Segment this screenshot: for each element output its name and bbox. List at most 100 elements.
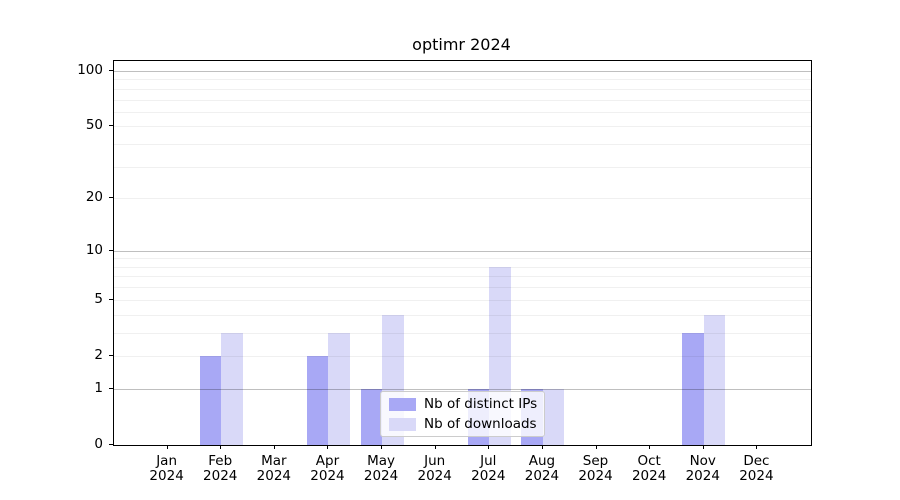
y-gridline-minor: [114, 166, 811, 168]
x-tick-label: Jan 2024: [135, 454, 199, 484]
bar-downloads: [221, 332, 243, 445]
x-tick-year: 2024: [310, 468, 345, 484]
chart-title: optimr 2024: [412, 35, 511, 54]
x-tick-month: Oct: [637, 453, 661, 469]
x-tick-year: 2024: [417, 468, 452, 484]
y-gridline-minor: [114, 126, 811, 128]
x-tick-month: Jan: [156, 453, 178, 469]
x-tick-mark: [488, 445, 490, 449]
y-gridline-minor: [114, 99, 811, 101]
x-tick-month: Aug: [528, 453, 556, 469]
plot-area: [113, 60, 812, 446]
x-tick-year: 2024: [256, 468, 292, 484]
x-tick-month: Feb: [208, 453, 233, 469]
legend-item: Nb of downloads: [389, 415, 537, 432]
x-tick-year: 2024: [203, 468, 238, 484]
bar-downloads: [542, 388, 565, 445]
x-tick-label: Feb 2024: [188, 454, 252, 484]
y-tick-label: 10: [85, 241, 103, 258]
y-gridline-minor: [114, 258, 811, 260]
x-tick-month: May: [367, 453, 396, 469]
y-gridline-minor: [114, 355, 811, 357]
x-tick-label: Dec 2024: [724, 454, 788, 484]
x-tick-label: Sep 2024: [564, 454, 628, 484]
x-tick-year: 2024: [471, 468, 506, 484]
x-tick-month: Jul: [480, 453, 497, 469]
bar-downloads: [328, 332, 350, 445]
y-tick-mark: [109, 444, 113, 445]
x-tick-label: Apr 2024: [295, 454, 359, 484]
x-tick-year: 2024: [685, 468, 720, 484]
y-gridline-minor: [114, 88, 811, 90]
x-tick-month: Dec: [743, 453, 770, 469]
y-tick-label: 100: [77, 62, 103, 78]
x-tick-year: 2024: [631, 468, 667, 484]
x-tick-year: 2024: [149, 468, 184, 484]
bar-distinct-ips: [306, 355, 329, 445]
x-tick-month: Nov: [689, 453, 716, 469]
bar-distinct-ips: [199, 355, 222, 445]
x-tick-month: Sep: [582, 453, 609, 469]
x-tick-mark: [756, 445, 758, 449]
y-gridline-minor: [114, 299, 811, 301]
x-tick-label: Oct 2024: [617, 454, 681, 484]
x-tick-mark: [541, 445, 543, 449]
x-tick-label: Aug 2024: [510, 454, 574, 484]
y-tick-label: 20: [85, 189, 103, 206]
x-tick-mark: [702, 445, 704, 449]
y-gridline-major: [114, 388, 811, 390]
x-tick-year: 2024: [363, 468, 399, 484]
legend-swatch: [389, 417, 416, 431]
x-tick-label: Nov 2024: [671, 454, 735, 484]
x-tick-month: Mar: [261, 453, 287, 469]
y-tick-mark: [109, 125, 113, 127]
y-tick-label: 0: [94, 436, 103, 452]
x-tick-mark: [434, 445, 436, 449]
y-gridline-minor: [114, 266, 811, 268]
legend-swatch: [389, 397, 416, 411]
x-tick-year: 2024: [739, 468, 774, 484]
y-gridline-minor: [114, 198, 811, 200]
y-tick-label: 5: [94, 290, 103, 307]
x-tick-mark: [327, 445, 329, 449]
y-gridline-minor: [114, 332, 811, 334]
y-gridline-minor: [114, 314, 811, 316]
y-tick-label: 1: [94, 379, 103, 396]
y-tick-label: 50: [85, 117, 103, 134]
y-tick-mark: [109, 197, 113, 199]
y-tick-mark: [109, 354, 113, 356]
x-tick-year: 2024: [524, 468, 560, 484]
x-tick-mark: [649, 445, 651, 449]
x-tick-label: Jul 2024: [456, 454, 520, 484]
bar-distinct-ips: [360, 388, 383, 445]
y-gridline-minor: [114, 287, 811, 289]
y-tick-mark: [109, 249, 113, 251]
x-tick-year: 2024: [578, 468, 613, 484]
legend-label: Nb of downloads: [424, 415, 537, 432]
y-gridline-minor: [114, 111, 811, 113]
bar-distinct-ips: [682, 332, 704, 445]
y-gridline-minor: [114, 144, 811, 146]
x-tick-mark: [381, 445, 383, 449]
x-tick-label: Jun 2024: [403, 454, 467, 484]
legend: Nb of distinct IPs Nb of downloads: [380, 391, 545, 437]
legend-label: Nb of distinct IPs: [424, 395, 538, 412]
y-gridline-minor: [114, 276, 811, 278]
x-tick-mark: [166, 445, 168, 449]
x-tick-mark: [273, 445, 275, 449]
y-tick-label: 2: [94, 346, 103, 363]
x-tick-month: Apr: [315, 453, 340, 469]
y-gridline-major: [114, 71, 811, 72]
legend-item: Nb of distinct IPs: [389, 395, 538, 412]
x-tick-label: May 2024: [349, 454, 413, 484]
x-tick-label: Mar 2024: [242, 454, 306, 484]
x-tick-mark: [220, 445, 222, 449]
bar-downloads: [703, 314, 726, 445]
x-tick-month: Jun: [424, 453, 446, 469]
y-gridline-minor: [114, 79, 811, 81]
y-tick-mark: [109, 387, 113, 389]
y-tick-mark: [109, 298, 113, 300]
y-gridline-major: [114, 250, 811, 252]
y-tick-mark: [109, 70, 113, 71]
